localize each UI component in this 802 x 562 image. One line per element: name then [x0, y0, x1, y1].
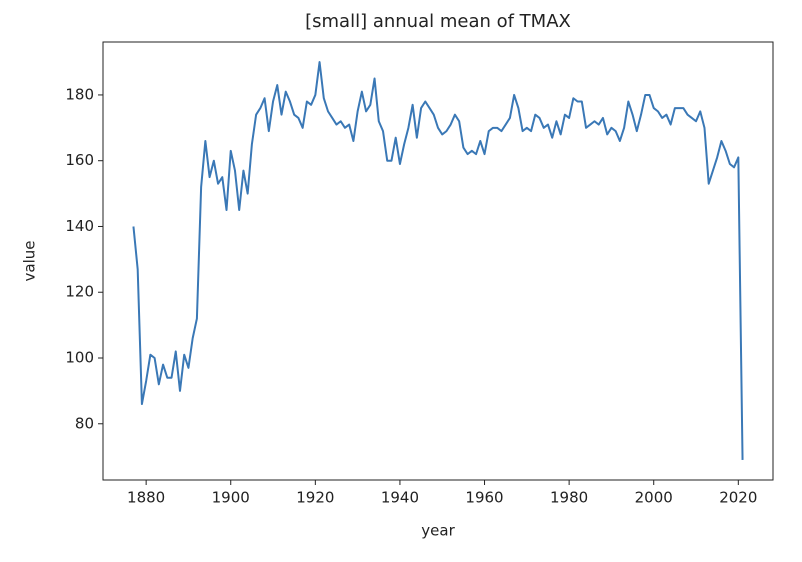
data-line	[132, 61, 744, 460]
y-axis-label: value	[21, 241, 39, 282]
y-tick-label: 120	[65, 283, 94, 301]
y-tick-label: 180	[65, 85, 94, 103]
x-tick-label: 1940	[381, 489, 419, 507]
x-tick-label: 1900	[212, 489, 250, 507]
plot-frame	[102, 41, 774, 481]
x-tick-label: 2020	[719, 489, 757, 507]
x-tick-label: 1980	[550, 489, 588, 507]
y-tick-label: 160	[65, 151, 94, 169]
x-tick-label: 2000	[635, 489, 673, 507]
x-axis-label: year	[421, 522, 455, 540]
y-tick-label: 140	[65, 217, 94, 235]
y-tick-label: 80	[75, 414, 94, 432]
y-tick-label: 100	[65, 349, 94, 367]
x-tick-label: 1920	[296, 489, 334, 507]
chart-title: [small] annual mean of TMAX	[305, 11, 571, 32]
x-tick-label: 1960	[465, 489, 503, 507]
x-tick-label: 1880	[127, 489, 165, 507]
